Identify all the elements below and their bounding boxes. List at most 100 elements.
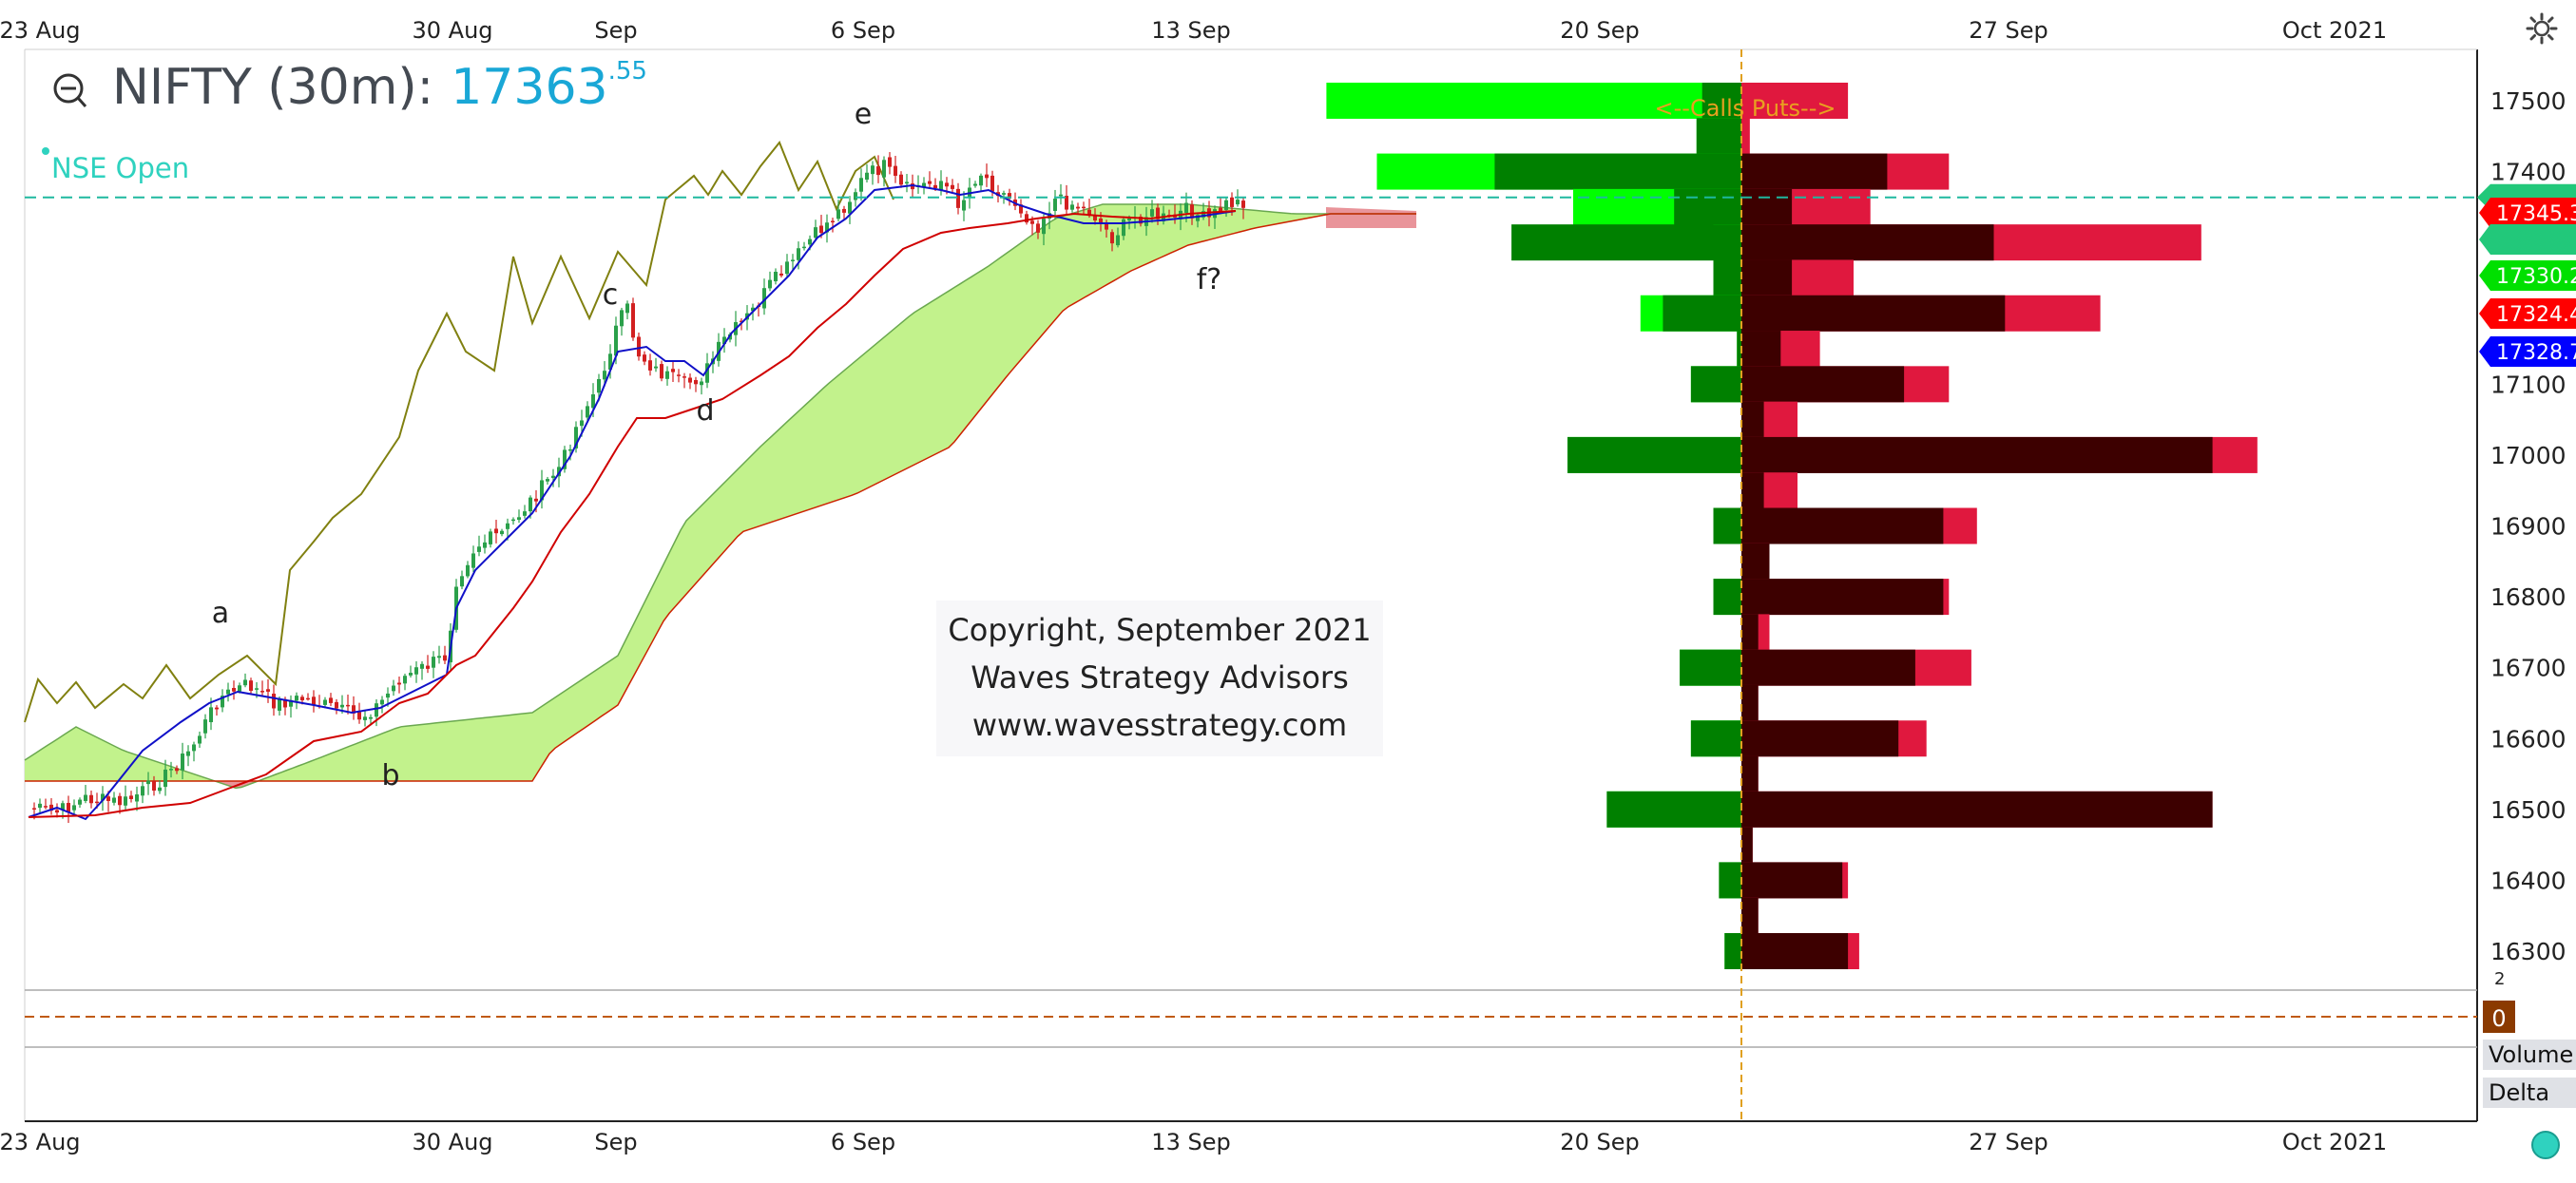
- candle-up: [198, 735, 202, 744]
- wave-label: a: [212, 597, 229, 630]
- call-oi-bar: [1326, 83, 1741, 119]
- candle-down: [1190, 204, 1194, 219]
- tenkan-sen-line: [28, 183, 1237, 821]
- cloud-segment-bull: [789, 414, 795, 517]
- x-tick-label-bottom: 20 Sep: [1560, 1129, 1639, 1155]
- cloud-segment-bull: [1034, 229, 1040, 345]
- delta-pane-label[interactable]: Delta: [2483, 1078, 2576, 1108]
- call-oi-change-bar: [1680, 649, 1741, 686]
- candle-down: [95, 801, 99, 804]
- cloud-segment-bull: [1245, 209, 1251, 231]
- cloud-segment-bull: [93, 735, 99, 781]
- candle-up: [511, 519, 515, 522]
- x-tick-label-top: 13 Sep: [1151, 17, 1230, 44]
- candle-up: [169, 769, 173, 771]
- candle-up: [369, 716, 373, 719]
- cloud-segment-bull: [1297, 214, 1302, 220]
- candle-up: [797, 248, 800, 260]
- candle-up: [163, 769, 167, 788]
- cloud-segment-bull: [1057, 216, 1063, 318]
- cloud-segment-bull: [738, 464, 743, 537]
- zero-badge: [2483, 1001, 2515, 1033]
- candle-down: [494, 528, 498, 534]
- candle-up: [386, 693, 390, 698]
- cloud-segment-bull: [30, 753, 36, 781]
- candle-down: [312, 696, 316, 706]
- candle-down: [306, 697, 310, 700]
- cloud-segment-bull: [926, 301, 932, 459]
- cloud-segment-bull: [184, 771, 190, 781]
- cloud-segment-bull: [1251, 210, 1257, 230]
- cloud-segment-bull: [715, 487, 721, 563]
- candle-down: [443, 655, 447, 661]
- call-oi-change-bar: [1567, 436, 1741, 473]
- cloud-segment-bull: [920, 305, 926, 462]
- cloud-segment-bull: [310, 759, 316, 781]
- cloud-segment-bull: [806, 398, 812, 511]
- candle-down: [842, 208, 846, 213]
- candle-down: [831, 220, 835, 223]
- cloud-segment-bull: [504, 715, 509, 781]
- call-oi-change-bar: [1690, 720, 1741, 757]
- x-tick-label-top: 27 Sep: [1969, 17, 2047, 44]
- x-tick-label-bottom: 27 Sep: [1969, 1129, 2047, 1155]
- cloud-segment-bear: [224, 781, 230, 787]
- cloud-segment-bull: [977, 269, 983, 413]
- cloud-segment-bull: [87, 733, 93, 781]
- cloud-segment-bull: [390, 728, 395, 781]
- cloud-segment-bull: [1086, 207, 1091, 297]
- circle-status-icon[interactable]: [2531, 1131, 2560, 1159]
- cloud-segment-bull: [1006, 249, 1011, 378]
- candle-up: [1201, 211, 1205, 218]
- x-tick-label-top: Sep: [594, 17, 637, 44]
- candle-down: [677, 374, 681, 376]
- candle-up: [620, 310, 624, 327]
- session-dot-icon: [42, 147, 49, 155]
- put-oi-change-bar: [1741, 507, 1944, 544]
- candle-down: [819, 225, 823, 234]
- zoom-out-icon[interactable]: [51, 72, 89, 110]
- candle-down: [272, 694, 276, 709]
- price-badge-extra: [2479, 224, 2576, 255]
- cloud-segment-bull: [281, 770, 287, 781]
- candle-up: [78, 799, 82, 805]
- candle-down: [894, 165, 897, 176]
- cloud-segment-bull: [1285, 213, 1291, 222]
- candle-down: [175, 768, 179, 772]
- chikou-span-line: [24, 141, 894, 723]
- cloud-segment-bull: [1257, 210, 1262, 228]
- candle-up: [625, 303, 629, 314]
- candle-up: [882, 160, 886, 178]
- call-oi-change-bar: [1606, 791, 1741, 828]
- candle-up: [375, 703, 378, 717]
- cloud-segment-bull: [1000, 254, 1006, 385]
- cloud-segment-bull: [139, 755, 144, 781]
- cloud-segment-bull: [949, 287, 954, 448]
- cloud-segment-bull: [589, 671, 595, 725]
- y-tick-label: 16500: [2490, 796, 2566, 824]
- candle-down: [67, 802, 70, 813]
- cloud-segment-bull: [943, 291, 949, 450]
- cloud-segment-bull: [487, 716, 492, 781]
- cloud-segment-bull: [401, 726, 407, 781]
- candle-up: [1184, 202, 1188, 213]
- candle-up: [437, 656, 441, 658]
- y-tick-label: 17500: [2490, 87, 2566, 115]
- candle-down: [1219, 207, 1222, 212]
- cloud-segment-bull: [663, 553, 669, 621]
- gear-icon[interactable]: [2525, 11, 2559, 46]
- candle-up: [403, 676, 407, 684]
- candle-up: [295, 696, 298, 701]
- candle-up: [1150, 209, 1154, 217]
- candle-up: [586, 406, 589, 418]
- candle-up: [1048, 213, 1051, 219]
- candle-up: [477, 546, 481, 552]
- x-tick-label-top: 20 Sep: [1560, 17, 1639, 44]
- cloud-segment-bull: [76, 727, 82, 781]
- volume-pane-label[interactable]: Volume: [2483, 1040, 2576, 1070]
- put-oi-change-bar: [1741, 933, 1849, 969]
- candle-up: [112, 797, 116, 803]
- cloud-segment-bull: [122, 750, 127, 781]
- candle-down: [32, 808, 36, 810]
